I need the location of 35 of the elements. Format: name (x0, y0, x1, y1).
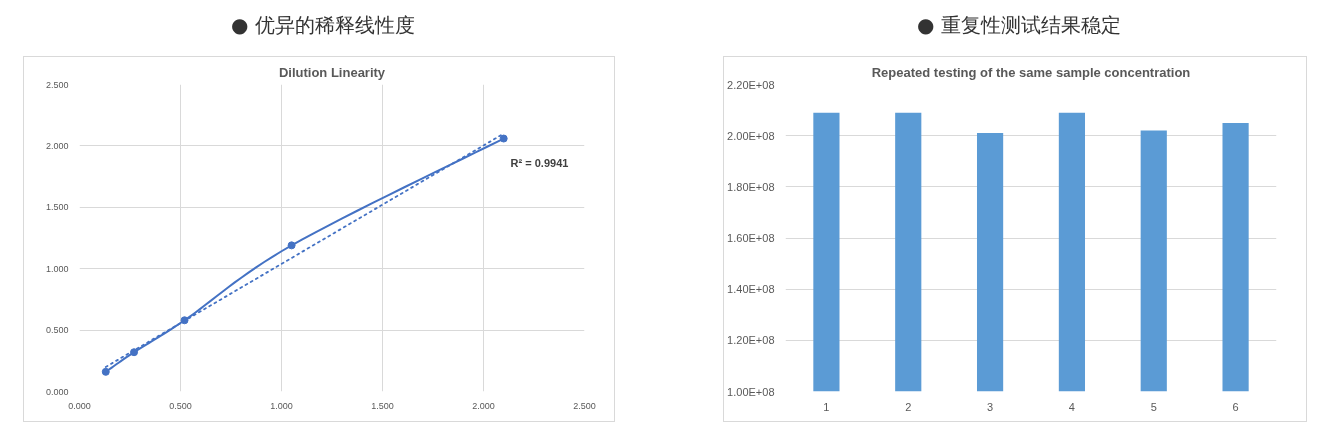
point (499, 134, 508, 143)
x-tick-label: 2.500 (573, 400, 596, 411)
point (180, 316, 189, 325)
y-tick-label: 0.000 (45, 386, 69, 397)
y-tick-label: 1.60E+08 (727, 232, 775, 244)
x-tick-label: 0.500 (169, 400, 192, 411)
x-tick-label: 2.000 (472, 400, 495, 411)
x-tick-label: 4 (1068, 400, 1075, 413)
y-tick-label: 1.80E+08 (727, 180, 775, 193)
y-tick-label: 2.000 (45, 140, 69, 151)
y-tick-label: 1.000 (45, 263, 69, 274)
annotation: R² = 0.9941 (510, 156, 569, 169)
text: ● 重复性测试结果稳定 (917, 12, 1121, 39)
y-tick-label: 1.40E+08 (727, 283, 775, 296)
x-tick-label: 1.000 (270, 400, 293, 411)
y-tick-label: 0.500 (45, 325, 69, 336)
chart-title: Repeated testing of the same sample concentration (871, 64, 1191, 80)
point (130, 348, 139, 357)
x-tick-label: 5 (1150, 400, 1157, 413)
y-tick-label: 2.00E+08 (727, 129, 775, 142)
y-tick-label: 1.00E+08 (727, 385, 775, 398)
x-tick-label: 1 (823, 400, 830, 413)
chart-title: Dilution Linearity (278, 64, 386, 80)
x-tick-label: 0.000 (68, 400, 91, 411)
y-tick-label: 2.500 (45, 79, 69, 90)
x-tick-label: 2 (905, 400, 912, 413)
point (287, 241, 296, 250)
point (101, 367, 110, 376)
y-tick-label: 2.20E+08 (727, 78, 775, 91)
y-tick-label: 1.20E+08 (727, 334, 775, 347)
x-tick-label: 6 (1232, 400, 1239, 413)
text: ● 优异的稀释线性度 (231, 12, 415, 39)
y-tick-label: 1.500 (45, 202, 69, 213)
x-tick-label: 3 (987, 400, 994, 413)
x-tick-label: 1.500 (371, 400, 394, 411)
